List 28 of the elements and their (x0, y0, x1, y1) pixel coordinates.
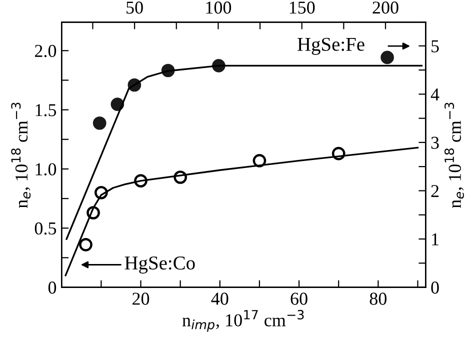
x2-tick-label: 50 (126, 2, 143, 14)
y2-tick-label: 4 (430, 88, 440, 100)
point (79, 238, 92, 252)
series-label: HgSe:Fe (298, 38, 364, 55)
y-tick-label: 1.5 (36, 104, 56, 116)
line-series (64, 146, 419, 276)
y-tick-label: 0.5 (34, 222, 56, 235)
point (92, 116, 106, 130)
x-tick-label: 60 (290, 292, 308, 305)
legend-label: HgSe:Co (124, 256, 195, 274)
y2-tick-label: 3 (431, 136, 439, 149)
y2-tick-label: 2 (431, 185, 439, 197)
y-axis-title: n$_{e}$, 10$^{18}$ cm$^{−3}$ (11, 102, 31, 208)
x-tick-label: 80 (370, 292, 387, 305)
y2-tick-label: 5 (432, 40, 439, 52)
y2-tick-label: 1 (432, 233, 438, 246)
y-tick-label: 0 (48, 282, 56, 294)
point (380, 50, 394, 64)
y-tick-label: 1.0 (36, 163, 56, 176)
x2-tick-label: 150 (290, 2, 315, 14)
x2-tick-label: 100 (206, 2, 232, 14)
x-tick-label: 20 (132, 292, 150, 305)
y2-axis-title: n$_{e}$, 10$^{18}$ cm$^{−3}$ (444, 102, 464, 208)
x2-tick-label: 200 (372, 2, 398, 14)
x-tick-label: 40 (211, 292, 228, 305)
x-axis-title: n$_{imp}$, 10$^{17}$ cm$^{−3}$ (182, 310, 304, 332)
y-tick-label: 2.0 (34, 44, 56, 58)
y2-tick-label: 0 (431, 282, 439, 294)
